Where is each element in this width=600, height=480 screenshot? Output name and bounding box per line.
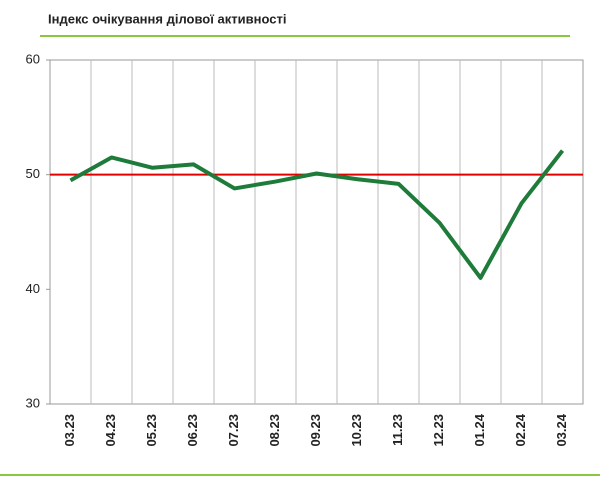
x-tick-label: 07.23 [226, 414, 241, 447]
chart-title: Індекс очікування ділової активності [48, 11, 286, 26]
y-tick-label: 30 [26, 395, 40, 410]
y-tick-label: 60 [26, 51, 40, 66]
x-tick-label: 09.23 [308, 414, 323, 447]
plot-frame [49, 59, 584, 405]
x-tick-label: 06.23 [185, 414, 200, 447]
x-tick-label: 12.23 [431, 414, 446, 447]
x-tick-label: 01.24 [472, 413, 487, 446]
x-tick-label: 04.23 [103, 414, 118, 447]
x-tick-label: 02.24 [513, 413, 528, 446]
y-tick-label: 50 [26, 166, 40, 181]
data-line [69, 149, 565, 280]
x-tick-label: 03.23 [62, 414, 77, 447]
x-tick-label: 10.23 [349, 414, 364, 447]
y-tick-label: 40 [26, 281, 40, 296]
x-tick-label: 08.23 [267, 414, 282, 447]
x-tick-label: 11.23 [390, 414, 405, 446]
x-tick-label: 03.24 [554, 413, 569, 446]
x-tick-label: 05.23 [144, 414, 159, 447]
